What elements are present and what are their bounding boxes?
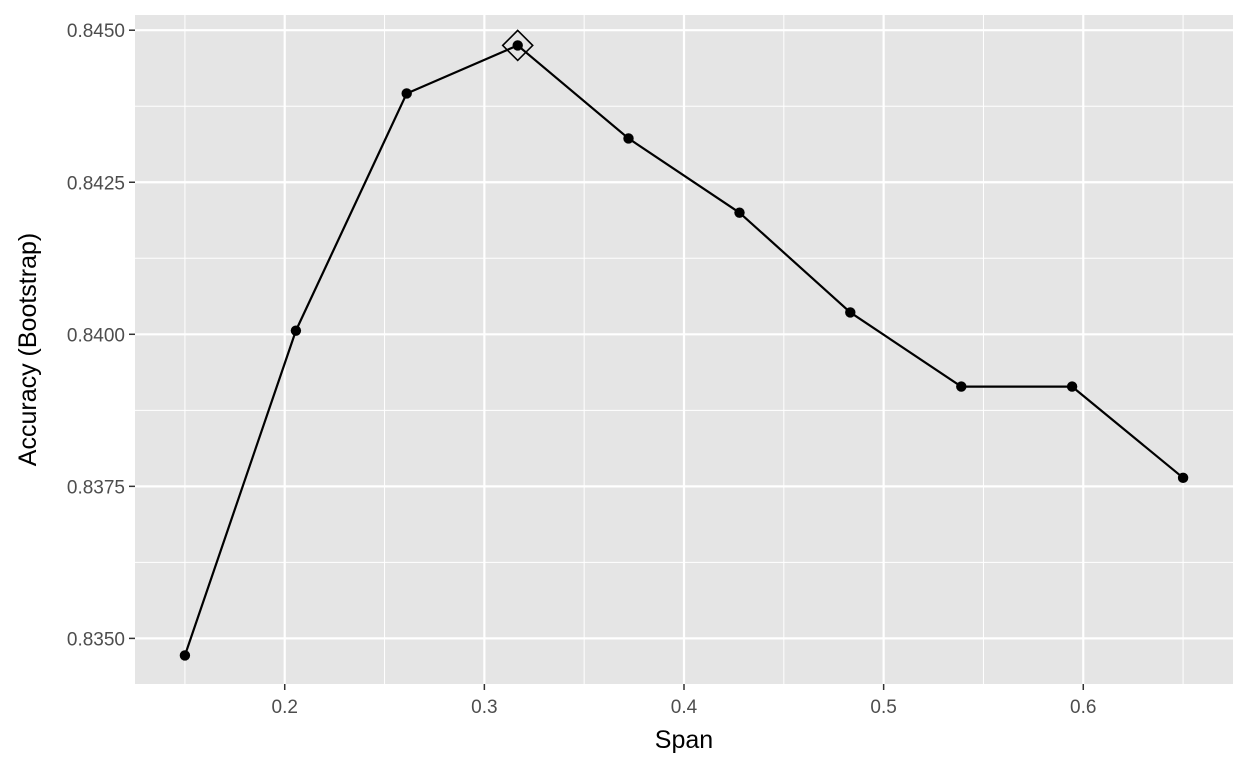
y-tick-label: 0.8350 [67, 629, 125, 650]
major-gridlines [135, 15, 1233, 684]
x-tick-label: 0.4 [671, 697, 698, 718]
series-layer [179, 29, 1189, 661]
x-tick-label: 0.6 [1070, 697, 1096, 718]
series-line [183, 44, 1184, 656]
x-tick-label: 0.2 [272, 697, 298, 718]
y-tick-label: 0.8450 [67, 21, 125, 42]
data-point [512, 40, 523, 51]
data-point [401, 88, 412, 99]
y-axis-title: Accuracy (Bootstrap) [14, 233, 42, 466]
x-axis-title: Span [655, 726, 713, 754]
x-axis-ticks: 0.2 0.3 0.4 0.5 0.6 [272, 684, 1096, 718]
best-point-diamond [501, 29, 534, 62]
data-point [845, 307, 856, 318]
x-tick-label: 0.5 [870, 697, 896, 718]
y-tick-label: 0.8400 [67, 325, 125, 346]
data-point [623, 133, 634, 144]
data-point [290, 325, 302, 336]
x-tick-label: 0.3 [471, 697, 497, 718]
y-axis-ticks: 0.8350 0.8375 0.8400 0.8425 0.8450 [67, 21, 135, 650]
data-point [956, 381, 967, 392]
data-point [734, 207, 745, 218]
data-point [1066, 381, 1078, 392]
y-tick-label: 0.8375 [67, 477, 125, 498]
data-point [179, 650, 191, 661]
data-point [1177, 472, 1189, 484]
y-tick-label: 0.8425 [67, 173, 125, 194]
